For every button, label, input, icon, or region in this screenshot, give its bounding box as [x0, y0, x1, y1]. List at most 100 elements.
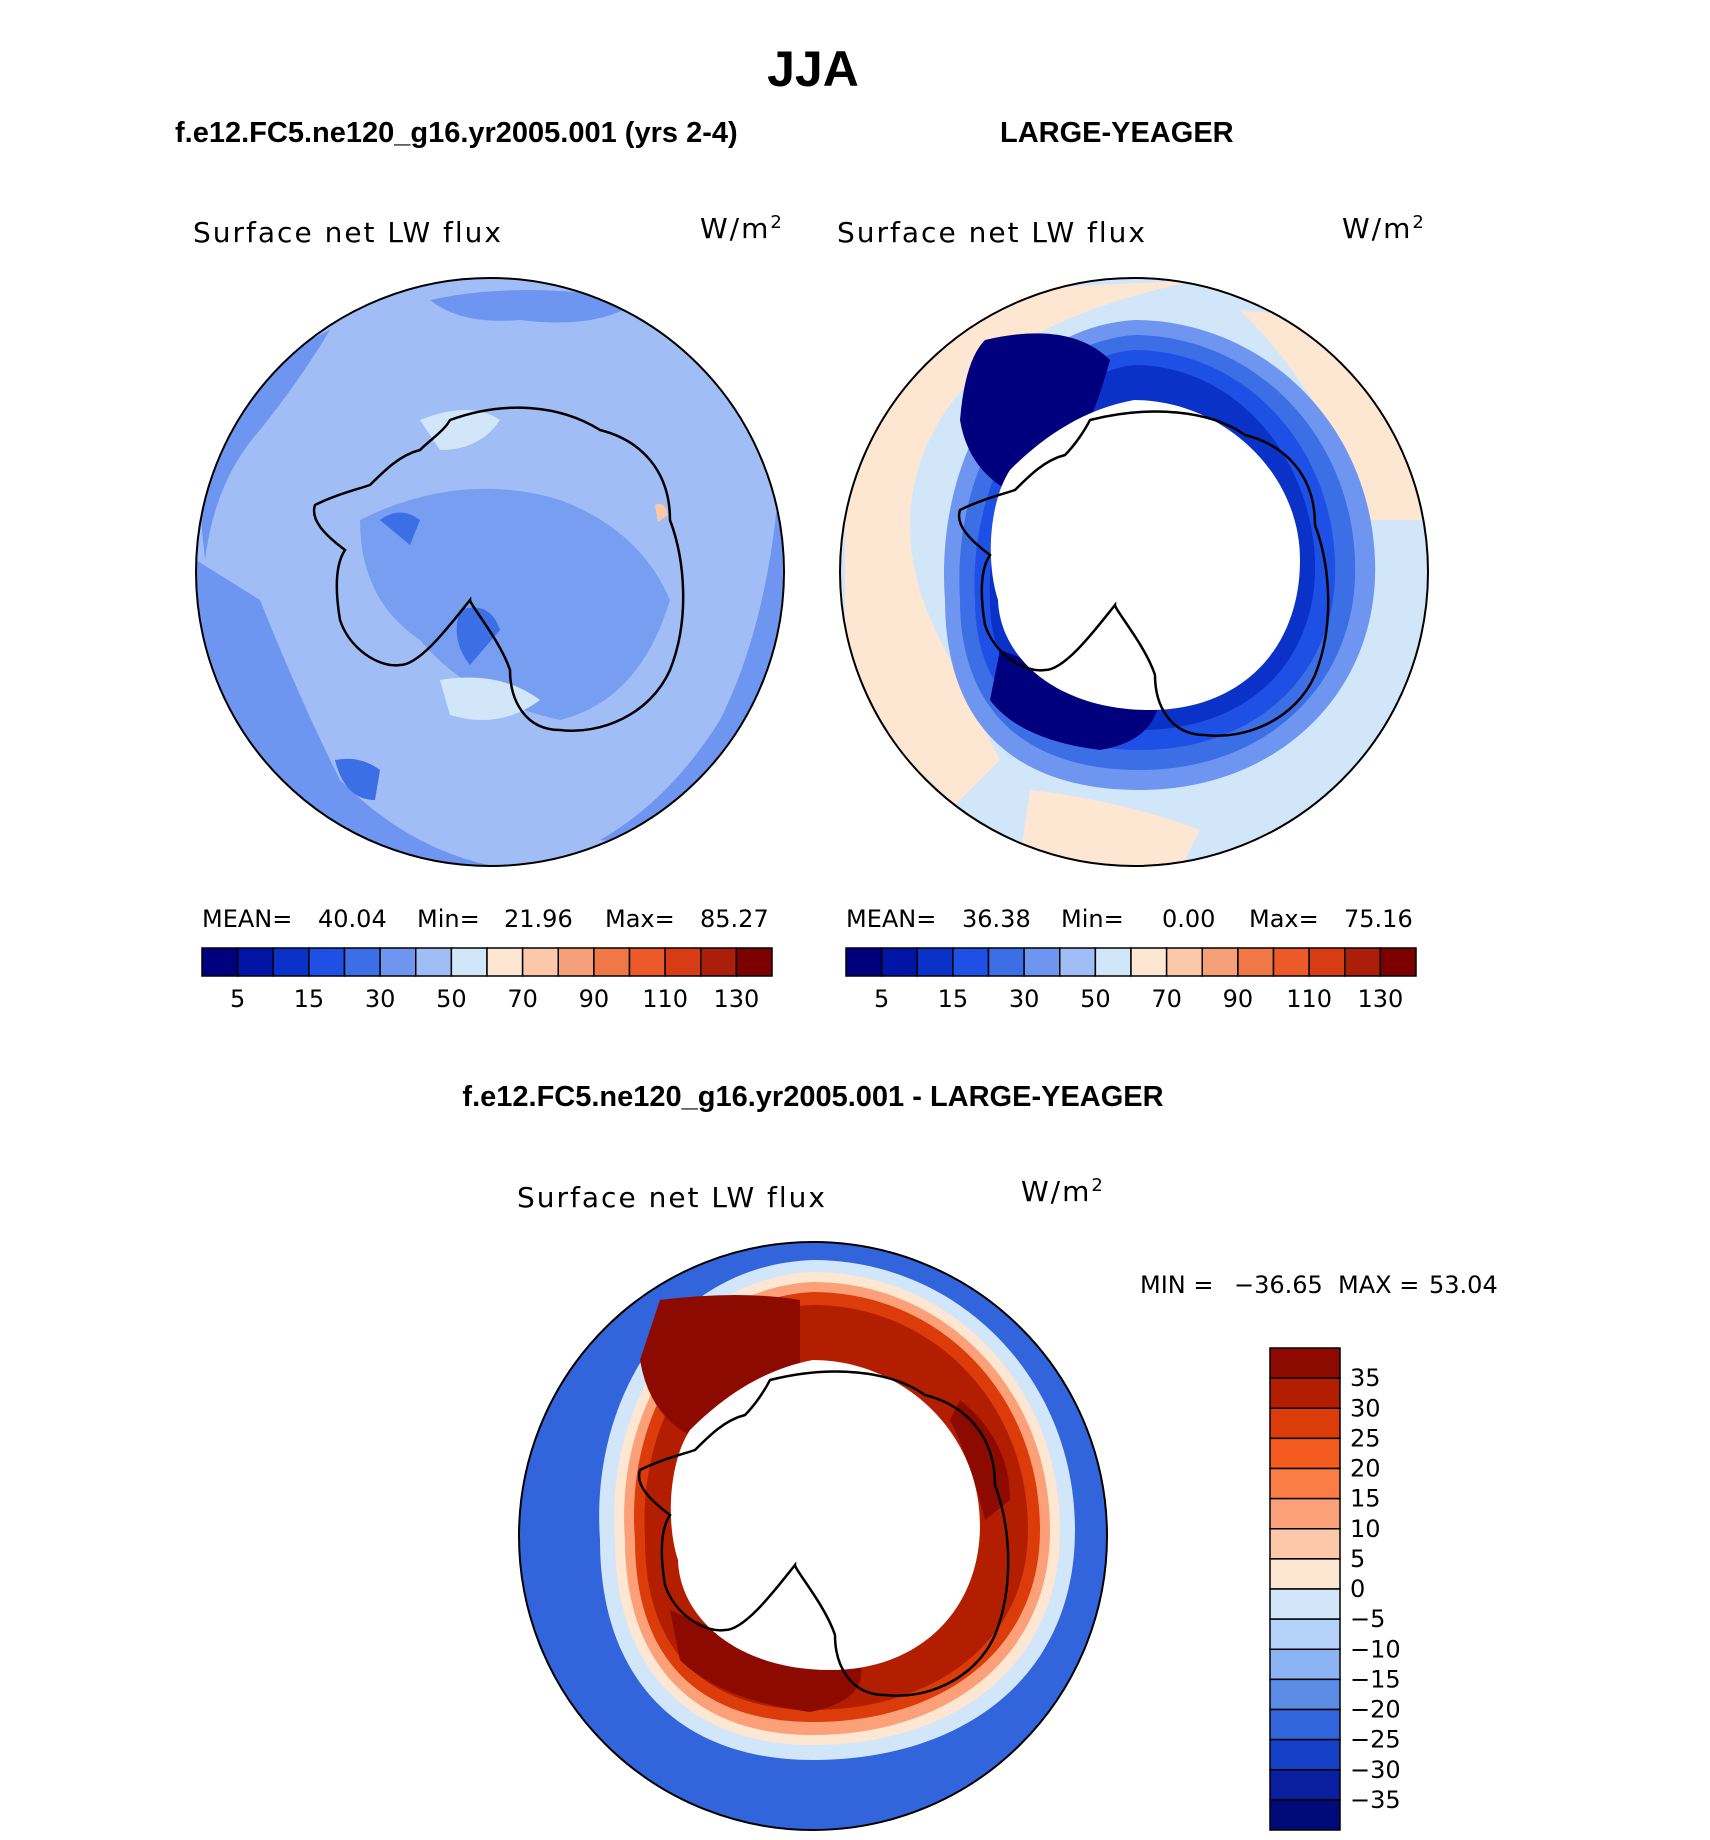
- colorbar-swatch: [236, 947, 274, 977]
- colorbar-swatch: [450, 947, 488, 977]
- panel-obs-field-region: [960, 333, 1110, 500]
- panel-difference-map-border: [518, 1241, 1108, 1831]
- panel-model-field-region: [456, 607, 500, 665]
- colorbar-swatch: [201, 947, 239, 977]
- panel-obs-masked-region: [990, 400, 1300, 710]
- panel-difference: f.e12.FC5.ne120_g16.yr2005.001 - LARGE-Y…: [462, 1081, 1498, 1831]
- panel-obs-min-value: 0.00: [1162, 905, 1215, 933]
- colorbar-tick-label: −5: [1350, 1605, 1385, 1633]
- colorbar-tick-label: 70: [507, 985, 538, 1013]
- colorbar-tick-label: 15: [294, 985, 325, 1013]
- colorbar-swatch: [1269, 1377, 1341, 1409]
- colorbar-tick-label: −15: [1350, 1665, 1401, 1693]
- colorbar-swatch: [1269, 1497, 1341, 1530]
- colorbar-swatch: [343, 947, 381, 977]
- colorbar-tick-label: 0: [1350, 1575, 1365, 1603]
- panel-model-field-region: [360, 488, 670, 720]
- colorbar-tick-label: 90: [579, 985, 610, 1013]
- colorbar-tick-label: 5: [230, 985, 245, 1013]
- panel-obs-min-label: Min=: [1061, 905, 1124, 933]
- panel-model-field-region: [420, 410, 500, 450]
- colorbar-swatch: [1269, 1678, 1341, 1711]
- colorbar-swatch: [1344, 947, 1382, 977]
- panel-model-field-region: [430, 290, 640, 323]
- panel-difference-field-region: [670, 1610, 862, 1712]
- colorbar-swatch: [1308, 947, 1346, 977]
- panel-model-min-value: 21.96: [504, 905, 573, 933]
- colorbar-swatch: [1379, 947, 1417, 977]
- colorbar-swatch: [1201, 947, 1239, 977]
- panel-obs-map-border: [839, 277, 1429, 867]
- panel-difference-coastline: [637, 1370, 1010, 1697]
- colorbar-swatch: [1269, 1407, 1341, 1440]
- colorbar-swatch: [1269, 1799, 1341, 1831]
- panel-obs-mean-value: 36.38: [962, 905, 1031, 933]
- panel-model-field-region: [380, 512, 420, 545]
- panel-obs-colorbar-labels: 5 15 30 50 70 90 110 130: [874, 985, 1403, 1013]
- panel-obs: LARGE-YEAGER Surface net LW flux W/m2 ME…: [837, 117, 1429, 1013]
- colorbar-swatch: [1130, 947, 1168, 977]
- colorbar-tick-label: 70: [1151, 985, 1182, 1013]
- colorbar-tick-label: 50: [436, 985, 467, 1013]
- colorbar-tick-label: −10: [1350, 1635, 1401, 1663]
- panel-model: f.e12.FC5.ne120_g16.yr2005.001 (yrs 2-4)…: [175, 117, 785, 1013]
- colorbar-swatch: [987, 947, 1025, 977]
- colorbar-swatch: [1269, 1738, 1341, 1771]
- colorbar-tick-label: −30: [1350, 1756, 1401, 1784]
- colorbar-swatch: [1023, 947, 1061, 977]
- colorbar-tick-label: 110: [642, 985, 688, 1013]
- panel-model-colorbar-labels: 5 15 30 50 70 90 110 130: [230, 985, 759, 1013]
- panel-model-map: [196, 278, 784, 866]
- panel-difference-min-value: −36.65: [1234, 1271, 1323, 1299]
- panel-obs-variable-label: Surface net LW flux: [837, 216, 1147, 249]
- colorbar-tick-label: 5: [1350, 1545, 1365, 1573]
- colorbar-swatch: [521, 947, 559, 977]
- colorbar-tick-label: 5: [874, 985, 889, 1013]
- colorbar-swatch: [1269, 1588, 1341, 1620]
- colorbar-swatch: [415, 947, 453, 977]
- panel-obs-max-label: Max=: [1249, 905, 1319, 933]
- colorbar-swatch: [1269, 1769, 1341, 1801]
- colorbar-swatch: [1237, 947, 1275, 977]
- colorbar-tick-label: 50: [1080, 985, 1111, 1013]
- colorbar-tick-label: 30: [1350, 1394, 1381, 1422]
- panel-obs-max-value: 75.16: [1344, 905, 1413, 933]
- panel-difference-min-label: MIN =: [1140, 1271, 1213, 1299]
- panel-model-field-region: [335, 758, 380, 800]
- panel-obs-map: [840, 278, 1428, 866]
- panel-obs-mean-label: MEAN=: [846, 905, 936, 933]
- panel-model-field-region: [655, 503, 668, 522]
- colorbar-tick-label: 15: [1350, 1485, 1381, 1513]
- panel-model-max-label: Max=: [605, 905, 675, 933]
- colorbar-swatch: [1269, 1648, 1341, 1681]
- colorbar-tick-label: −20: [1350, 1696, 1401, 1724]
- colorbar-swatch: [1269, 1347, 1341, 1379]
- panel-obs-field-region: [990, 650, 1160, 750]
- colorbar-swatch: [593, 947, 631, 977]
- panel-model-case-title: f.e12.FC5.ne120_g16.yr2005.001 (yrs 2-4): [175, 117, 738, 149]
- colorbar-tick-label: 90: [1223, 985, 1254, 1013]
- colorbar-swatch: [916, 947, 954, 977]
- colorbar-swatch: [1094, 947, 1132, 977]
- panel-difference-case-title: f.e12.FC5.ne120_g16.yr2005.001 - LARGE-Y…: [462, 1081, 1163, 1113]
- panel-model-min-label: Min=: [417, 905, 480, 933]
- colorbar-swatch: [1059, 947, 1097, 977]
- colorbar-swatch: [272, 947, 310, 977]
- panel-obs-field-region: [1020, 790, 1200, 866]
- panel-difference-variable-label: Surface net LW flux: [517, 1181, 827, 1214]
- colorbar-swatch: [486, 947, 524, 977]
- colorbar-swatch: [1269, 1558, 1341, 1590]
- colorbar-swatch: [628, 947, 666, 977]
- colorbar-swatch: [664, 947, 702, 977]
- colorbar-swatch: [952, 947, 990, 977]
- panel-obs-case-title: LARGE-YEAGER: [1000, 117, 1234, 149]
- colorbar-swatch: [1269, 1528, 1341, 1560]
- colorbar-swatch: [1269, 1708, 1341, 1741]
- panel-model-colorbar: [201, 947, 773, 977]
- colorbar-tick-label: −25: [1350, 1726, 1401, 1754]
- panel-model-mean-value: 40.04: [318, 905, 387, 933]
- colorbar-swatch: [880, 947, 918, 977]
- colorbar-swatch: [308, 947, 346, 977]
- panel-difference-max-value: 53.04: [1429, 1271, 1498, 1299]
- colorbar-swatch: [1272, 947, 1310, 977]
